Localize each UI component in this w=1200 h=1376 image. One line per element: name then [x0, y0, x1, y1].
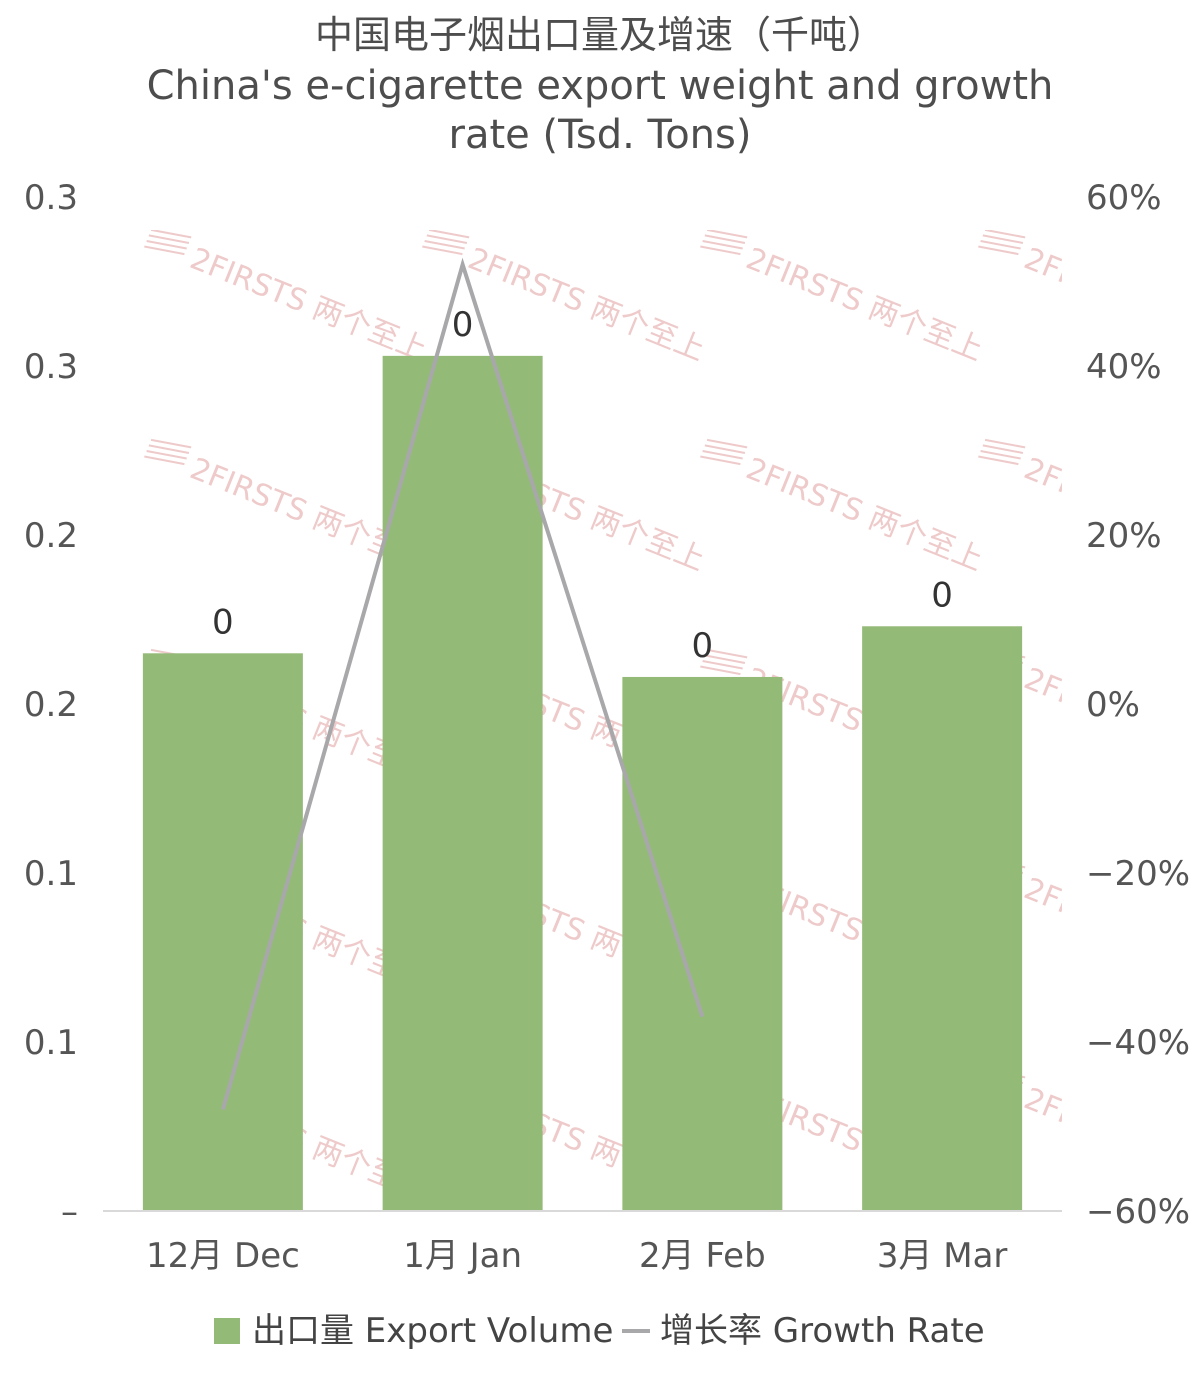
watermark-logo-mark — [700, 455, 741, 466]
right-tick-label-6: 60% — [1086, 178, 1162, 218]
watermark-logo-mark — [424, 239, 465, 250]
watermark-logo-mark — [706, 230, 748, 239]
watermark-logo-mark — [700, 665, 741, 676]
watermark-logo-mark — [702, 449, 743, 460]
watermark-logo-mark — [706, 648, 748, 659]
watermark-logo-mark — [146, 449, 187, 460]
watermark-text: 2FIRSTS 两个至上 — [1019, 1081, 1200, 1208]
watermark-text: 2FIRSTS 两个至上 — [741, 241, 988, 368]
watermark-logo-mark — [148, 444, 190, 454]
x-tick-label-2: 2月 Feb — [639, 1236, 766, 1276]
watermark-1: 2FIRSTS 两个至上 — [422, 230, 710, 368]
x-tick-label-3: 3月 Mar — [877, 1236, 1008, 1276]
left-tick-label-2: 0.1 — [24, 854, 78, 894]
watermark-logo-mark — [984, 438, 1026, 449]
watermark-0: 2FIRSTS 两个至上 — [144, 230, 432, 368]
watermark-2: 2FIRSTS 两个至上 — [700, 230, 988, 368]
watermark-logo-mark — [978, 455, 1019, 466]
left-tick-label-5: 0.3 — [24, 347, 78, 387]
watermark-text: 2FIRSTS 两个至上 — [463, 241, 710, 368]
chart-title-en-line2: rate (Tsd. Tons) — [449, 112, 752, 158]
watermark-text: 2FIRSTS 两个至上 — [185, 241, 432, 368]
left-axis: – 0.1 0.1 0.2 0.2 0.3 0.3 — [24, 178, 78, 1232]
watermark-logo-mark — [422, 245, 463, 256]
watermark-logo-mark — [702, 239, 743, 250]
left-tick-label-4: 0.2 — [24, 516, 78, 556]
watermark-text: 2FIRSTS 两个至上 — [1019, 451, 1200, 578]
x-tick-label-1: 1月 Jan — [403, 1236, 522, 1276]
right-tick-label-3: 0% — [1086, 685, 1140, 725]
bar-data-label-3: 0 — [931, 575, 953, 615]
x-tick-label-0: 12月 Dec — [146, 1236, 300, 1276]
left-tick-label-0: – — [61, 1192, 78, 1232]
watermark-logo-mark — [146, 239, 187, 250]
labels-layer: 0 0 0 0 — [212, 305, 953, 666]
watermark-logo-mark — [704, 654, 746, 664]
watermark-logo-mark — [982, 444, 1024, 454]
bars-layer — [142, 355, 1023, 1211]
chart-title-en-line1: China's e-cigarette export weight and gr… — [147, 63, 1054, 109]
legend: 出口量 Export Volume 增长率 Growth Rate — [214, 1311, 985, 1351]
watermark-logo-mark — [980, 239, 1021, 250]
watermark-logo-mark — [704, 234, 746, 244]
watermark-logo-mark — [144, 455, 185, 466]
watermark-logo-mark — [984, 230, 1026, 239]
watermark-logo-mark — [702, 659, 743, 670]
watermark-6: 2FIRSTS 两个至上 — [700, 438, 988, 578]
watermark-logo-mark — [426, 234, 468, 244]
legend-swatch-export-volume — [214, 1318, 240, 1344]
watermark-logo-mark — [148, 234, 190, 244]
bar-1 — [382, 355, 543, 1211]
watermark-logo-mark — [144, 245, 185, 256]
legend-label-export-volume: 出口量 Export Volume — [252, 1311, 613, 1351]
left-tick-label-6: 0.3 — [24, 178, 78, 218]
bar-2 — [622, 676, 783, 1211]
bar-data-label-0: 0 — [212, 602, 234, 642]
bar-data-label-1: 0 — [452, 305, 474, 345]
watermark-logo-mark — [978, 245, 1019, 256]
watermark-logo-mark — [706, 438, 748, 449]
watermark-logo-mark — [150, 438, 192, 449]
watermark-logo-mark — [700, 245, 741, 256]
bar-data-label-2: 0 — [692, 626, 714, 666]
x-axis: 12月 Dec 1月 Jan 2月 Feb 3月 Mar — [146, 1236, 1007, 1276]
bar-3 — [862, 626, 1023, 1211]
watermark-logo-mark — [982, 234, 1024, 244]
right-tick-label-4: 20% — [1086, 516, 1162, 556]
watermark-logo-mark — [428, 230, 470, 239]
right-tick-label-0: −60% — [1086, 1192, 1190, 1232]
right-tick-label-2: −20% — [1086, 854, 1190, 894]
bar-0 — [142, 653, 303, 1211]
left-tick-label-3: 0.2 — [24, 685, 78, 725]
legend-label-growth-rate: 增长率 Growth Rate — [660, 1311, 985, 1351]
left-tick-label-1: 0.1 — [24, 1023, 78, 1063]
watermark-7: 2FIRSTS 两个至上 — [978, 438, 1200, 578]
watermark-logo-mark — [980, 449, 1021, 460]
line-layer — [220, 257, 705, 1111]
right-axis: −60% −40% −20% 0% 20% 40% 60% — [1086, 178, 1190, 1232]
watermark-logo-mark — [704, 444, 746, 454]
chart-title-cn: 中国电子烟出口量及增速（千吨） — [315, 13, 885, 57]
watermark-text: 2FIRSTS 两个至上 — [741, 451, 988, 578]
right-tick-label-5: 40% — [1086, 347, 1162, 387]
watermark-logo-mark — [150, 230, 192, 239]
right-tick-label-1: −40% — [1086, 1023, 1190, 1063]
